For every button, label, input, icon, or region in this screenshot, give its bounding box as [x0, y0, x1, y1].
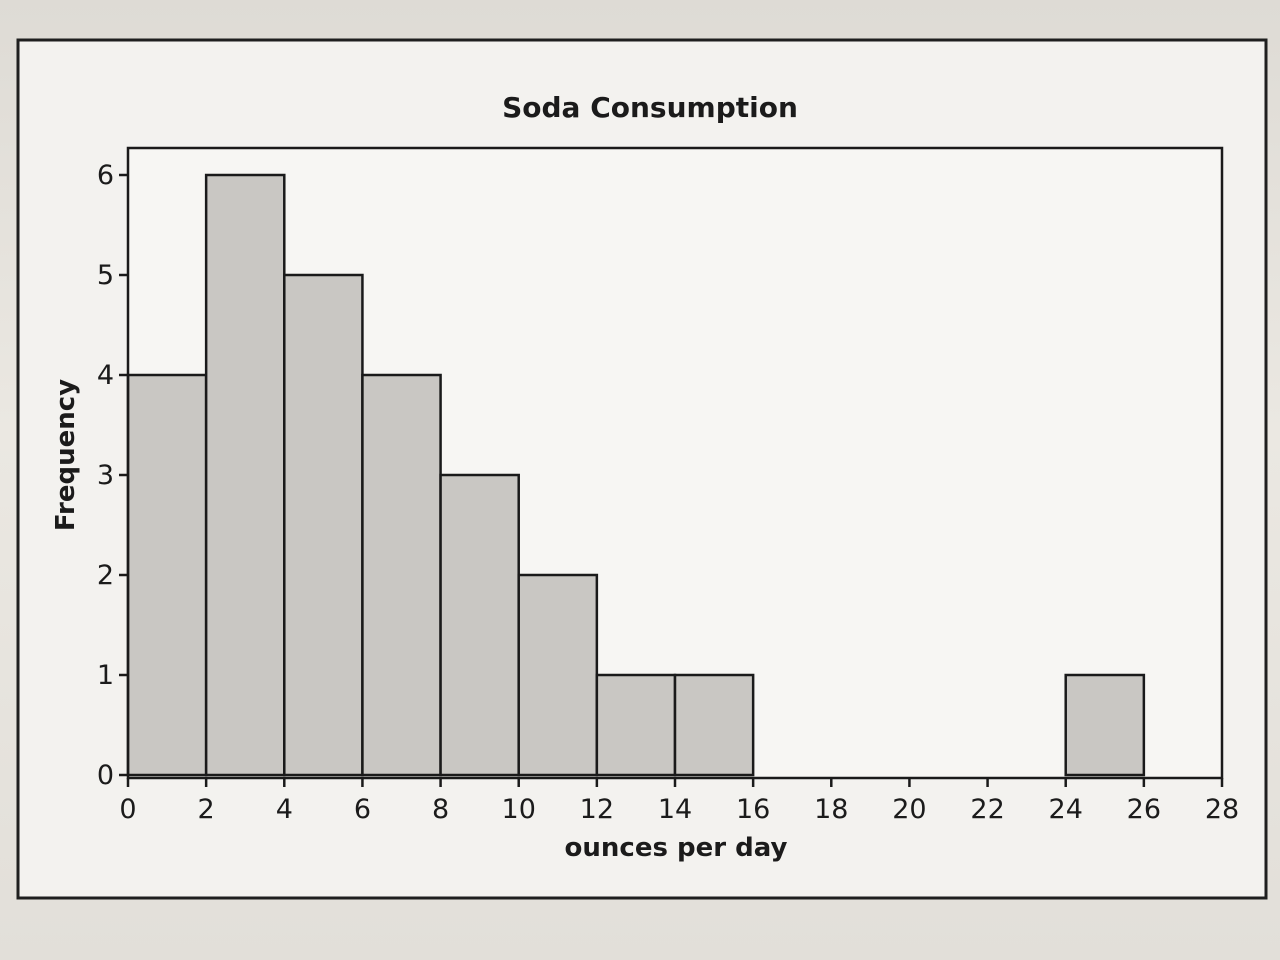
y-tick-label: 1 — [97, 660, 114, 691]
x-tick-label: 4 — [276, 794, 293, 825]
histogram-bar — [517, 573, 599, 777]
y-tick-label: 2 — [97, 560, 114, 591]
x-tick-label: 16 — [736, 794, 770, 825]
x-axis-label: ounces per day — [565, 833, 788, 863]
y-axis-label: Frequency — [51, 379, 81, 531]
histogram-bar — [204, 173, 286, 777]
x-tick-label: 0 — [119, 794, 136, 825]
histogram-bar — [361, 373, 442, 777]
x-tick-label: 24 — [1049, 794, 1083, 825]
x-tick-label: 20 — [892, 794, 926, 825]
y-tick-label: 5 — [97, 260, 114, 291]
histogram-bar — [283, 273, 364, 777]
x-tick-label: 12 — [580, 794, 614, 825]
histogram-bar — [673, 673, 755, 777]
x-tick-label: 22 — [970, 794, 1004, 825]
x-tick-label: 18 — [814, 794, 848, 825]
y-tick-label: 3 — [97, 460, 114, 491]
histogram-bar — [1064, 673, 1146, 777]
x-tick-label: 28 — [1205, 794, 1239, 825]
y-tick-label: 6 — [97, 160, 114, 191]
histogram-bar — [439, 473, 520, 777]
x-tick-label: 8 — [432, 794, 449, 825]
x-tick-label: 6 — [354, 794, 371, 825]
histogram-bar — [126, 373, 208, 777]
bars-layer — [126, 173, 1146, 777]
chart-title: Soda Consumption — [502, 91, 798, 124]
x-tick-label: 26 — [1127, 794, 1161, 825]
x-tick-label: 10 — [502, 794, 536, 825]
x-tick-label: 2 — [198, 794, 215, 825]
y-tick-label: 0 — [97, 760, 114, 791]
plot-frame — [126, 146, 1224, 780]
x-tick-label: 14 — [658, 794, 692, 825]
histogram-bar — [595, 673, 677, 777]
y-tick-label: 4 — [97, 360, 114, 391]
